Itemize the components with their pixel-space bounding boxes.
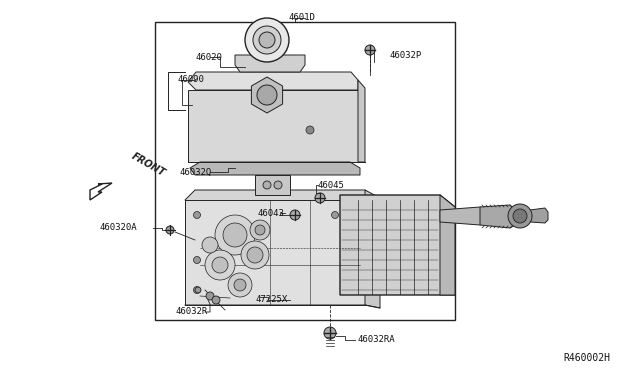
Circle shape	[315, 193, 325, 203]
Circle shape	[223, 223, 247, 247]
Text: 47225X: 47225X	[255, 295, 287, 305]
Circle shape	[513, 209, 527, 223]
Polygon shape	[358, 80, 365, 162]
Circle shape	[234, 279, 246, 291]
Polygon shape	[480, 205, 515, 228]
Polygon shape	[185, 190, 375, 208]
Circle shape	[324, 327, 336, 339]
Polygon shape	[365, 190, 380, 308]
Text: FRONT: FRONT	[130, 151, 167, 179]
Bar	[188, 90, 358, 162]
Polygon shape	[440, 195, 455, 295]
Circle shape	[247, 247, 263, 263]
Circle shape	[215, 215, 255, 255]
Text: 46032P: 46032P	[390, 51, 422, 60]
Polygon shape	[255, 175, 290, 195]
Circle shape	[250, 220, 270, 240]
Circle shape	[259, 32, 275, 48]
Circle shape	[166, 226, 174, 234]
Bar	[155, 22, 455, 320]
Circle shape	[228, 273, 252, 297]
Circle shape	[212, 257, 228, 273]
Circle shape	[195, 287, 201, 293]
Text: 4601D: 4601D	[289, 13, 316, 22]
Text: 46032RA: 46032RA	[357, 336, 395, 344]
Circle shape	[365, 45, 375, 55]
Circle shape	[241, 241, 269, 269]
Circle shape	[508, 204, 532, 228]
Text: 46020: 46020	[195, 52, 222, 61]
Circle shape	[212, 296, 220, 304]
Polygon shape	[188, 72, 358, 90]
Circle shape	[206, 292, 214, 300]
Text: 46032R: 46032R	[175, 308, 207, 317]
Circle shape	[202, 237, 218, 253]
Circle shape	[257, 85, 277, 105]
Bar	[185, 200, 365, 305]
Text: 46045: 46045	[318, 180, 345, 189]
Polygon shape	[90, 183, 112, 200]
Circle shape	[253, 26, 281, 54]
Text: 46043: 46043	[258, 208, 285, 218]
Polygon shape	[530, 208, 548, 223]
Text: R460002H: R460002H	[563, 353, 610, 363]
Polygon shape	[440, 207, 490, 225]
Circle shape	[332, 212, 339, 218]
Circle shape	[193, 286, 200, 294]
Circle shape	[193, 212, 200, 218]
Circle shape	[245, 18, 289, 62]
Polygon shape	[190, 162, 360, 175]
Circle shape	[193, 257, 200, 263]
Text: 46090: 46090	[178, 76, 205, 84]
Circle shape	[263, 181, 271, 189]
Text: 460320A: 460320A	[100, 224, 138, 232]
Polygon shape	[340, 195, 455, 295]
Polygon shape	[235, 55, 305, 72]
Circle shape	[205, 250, 235, 280]
Circle shape	[306, 126, 314, 134]
Text: 46032Q: 46032Q	[180, 167, 212, 176]
Circle shape	[255, 225, 265, 235]
Circle shape	[274, 181, 282, 189]
Circle shape	[290, 210, 300, 220]
